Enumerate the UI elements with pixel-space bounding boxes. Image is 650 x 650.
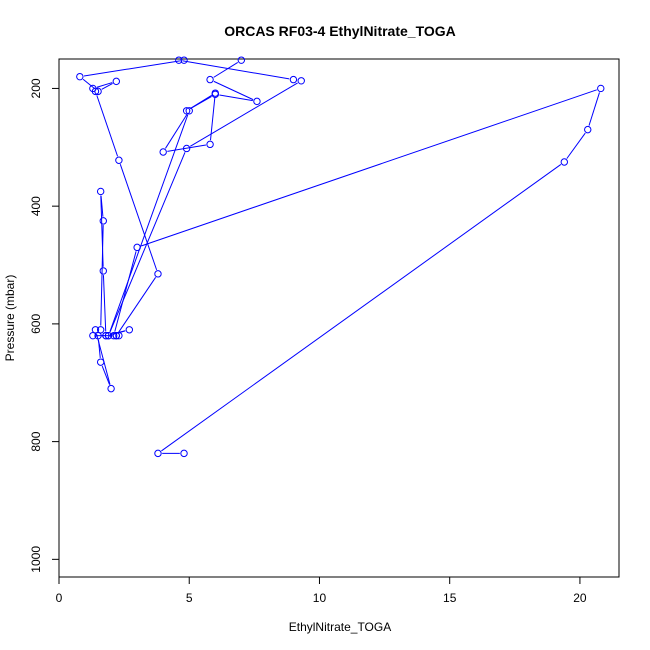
data-point [115,331,123,340]
series-segment [83,60,180,77]
series-segment [100,225,104,326]
series-segment [96,82,113,88]
series-segment [101,365,111,385]
plot-frame [58,58,620,578]
data-point [206,75,214,84]
data-point [99,267,107,275]
series-segment [97,339,101,359]
data-point [102,331,110,340]
data-point [185,107,193,115]
data-point [125,326,134,334]
series-segment [140,89,597,247]
data-point [159,148,167,156]
data-point [96,326,105,334]
series-segment [101,82,113,90]
data-point [133,243,141,252]
series-segment [118,277,157,333]
data-point [584,125,592,134]
series-segment [109,152,186,332]
data-point [237,56,246,64]
x-tick-label: 10 [313,591,327,605]
data-point [109,331,118,340]
series-segment [566,132,586,159]
data-point [89,331,97,340]
y-axis-label: Pressure (mbar) [3,275,17,362]
chart-title: ORCAS RF03-4 EthylNitrate_TOGA [224,23,456,39]
x-tick-label: 0 [56,591,63,605]
series-segment [119,164,158,271]
data-point [94,87,102,96]
y-tick-label: 600 [29,314,43,334]
data-point [112,331,121,340]
data-point [104,331,113,340]
series-segment [161,164,562,452]
data-point [115,156,123,164]
data-point [154,449,162,458]
data-point [76,72,84,81]
data-point [180,449,188,458]
series-0 [76,56,605,458]
series-segment [182,60,290,80]
y-axis: 200 400 600 800 1000 [29,78,60,573]
data-point [96,187,105,196]
series-segment [588,92,600,126]
data-point [94,331,102,340]
data-point [175,56,183,64]
y-tick-label: 1000 [29,546,43,573]
y-tick-label: 800 [29,431,43,451]
data-point [560,158,569,166]
series-segment [96,95,119,157]
series-segment [213,61,239,78]
data-point [91,326,100,334]
data-point [597,84,605,93]
series-segment [165,114,188,149]
x-axis: 0 5 10 15 20 [56,576,587,605]
series-segment [100,195,104,217]
x-tick-label: 15 [443,591,457,605]
data-point [154,270,162,278]
series-segment [114,251,137,332]
x-tick-label: 20 [573,591,587,605]
data-point [112,77,121,86]
series-segment [213,80,254,101]
y-tick-label: 400 [29,196,43,216]
series-segment [82,78,96,90]
data-point [180,56,188,64]
series-segment [189,82,298,147]
series-segment [190,95,212,110]
series-segment [167,144,207,152]
x-tick-label: 5 [186,591,193,605]
series-segment [102,275,107,332]
series-segment [109,114,189,332]
data-point [107,384,115,393]
series-layer [76,56,605,458]
data-point [211,90,219,99]
data-point [99,217,107,225]
data-point [206,140,214,149]
x-axis-label: EthylNitrate_TOGA [289,620,391,634]
y-tick-label: 200 [29,78,43,98]
data-point [289,75,298,84]
series-segment [219,94,253,102]
data-point [182,107,191,115]
data-point [297,77,305,85]
series-segment [209,97,216,141]
data-point [253,97,261,106]
data-point [96,358,105,366]
data-point [182,144,191,153]
